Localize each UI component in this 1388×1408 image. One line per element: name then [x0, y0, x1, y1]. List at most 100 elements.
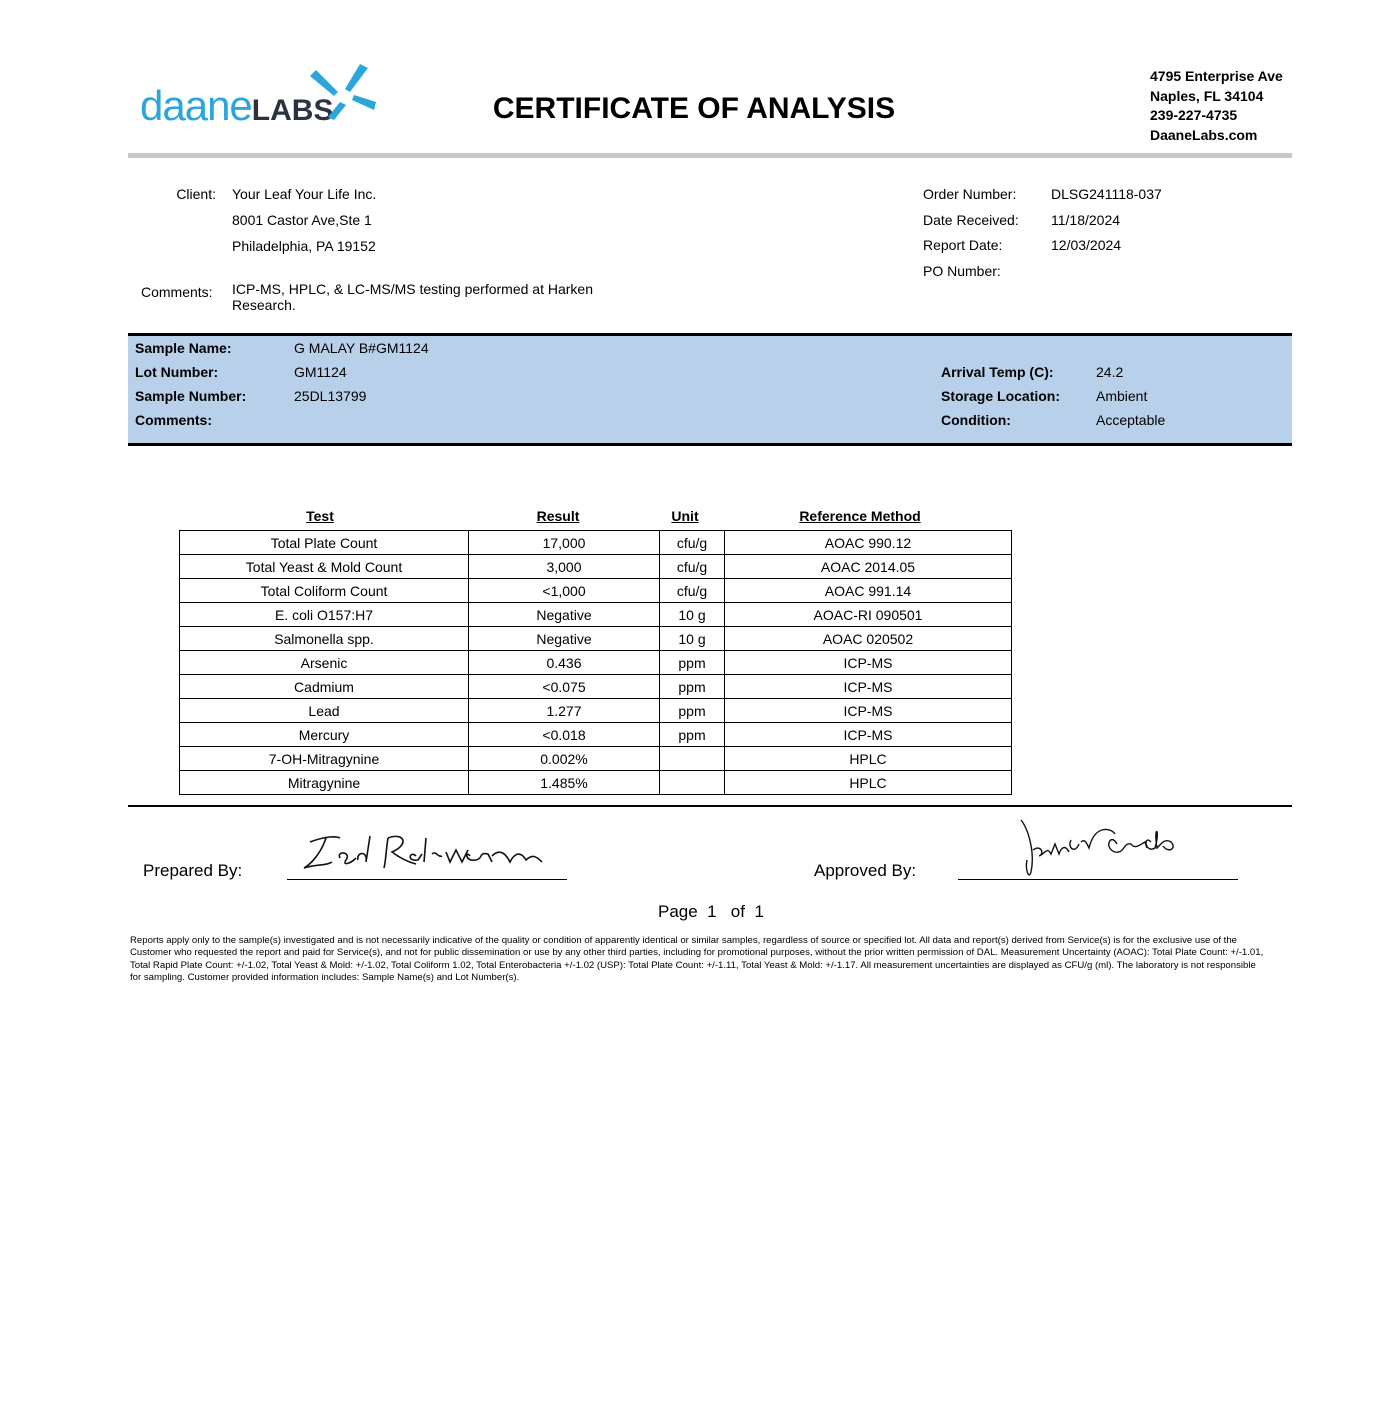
- table-cell: 0.002%: [468, 746, 660, 771]
- logo: daaneLABS: [140, 82, 333, 130]
- approved-signature: [1020, 819, 1174, 876]
- prepared-signature: [303, 835, 543, 869]
- table-row: Salmonella spp. Negative 10 g AOAC 020502: [179, 626, 1012, 651]
- sample-value: GM1124: [294, 364, 347, 380]
- table-cell: 7-OH-Mitragynine: [179, 746, 469, 771]
- table-cell: Negative: [468, 626, 660, 651]
- client-line: 8001 Castor Ave,Ste 1: [232, 212, 372, 228]
- table-cell: E. coli O157:H7: [179, 602, 469, 627]
- prepared-label: Prepared By:: [143, 861, 243, 880]
- sample-label: Sample Number:: [135, 388, 247, 404]
- table-cell: ppm: [659, 650, 725, 675]
- table-cell: <0.075: [468, 674, 660, 699]
- table-cell: Salmonella spp.: [179, 626, 469, 651]
- page-of: of: [730, 902, 745, 921]
- approved-line: [958, 879, 1238, 880]
- order-value: 11/18/2024: [1051, 211, 1121, 228]
- column-header: Result: [536, 508, 580, 524]
- table-cell: 0.436: [468, 650, 660, 675]
- table-cell: ppm: [659, 698, 725, 723]
- address-line: DaaneLabs.com: [1150, 126, 1258, 143]
- order-value: 12/03/2024: [1051, 237, 1122, 253]
- table-cell: <1,000: [468, 578, 660, 603]
- table-row: E. coli O157:H7 Negative 10 g AOAC-RI 09050…: [179, 602, 1012, 627]
- page-total: 1: [754, 902, 764, 921]
- approved-label: Approved By:: [814, 861, 917, 880]
- table-cell: 10 g: [659, 602, 725, 627]
- table-row: Mitragynine 1.485% HPLC: [179, 770, 1012, 795]
- table-row: Total Coliform Count <1,000 cfu/g AOAC 991.…: [179, 578, 1012, 603]
- table-cell: 1.485%: [468, 770, 660, 795]
- sample-label: Condition:: [941, 412, 1011, 428]
- table-cell: ICP-MS: [724, 650, 1012, 675]
- table-cell: Lead: [179, 698, 469, 723]
- table-cell: AOAC 2014.05: [724, 554, 1012, 579]
- disclaimer: Reports apply only to the sample(s) inve…: [130, 935, 1264, 983]
- table-row: Mercury <0.018 ppm ICP-MS: [179, 722, 1012, 747]
- table-row: Arsenic 0.436 ppm ICP-MS: [179, 650, 1012, 675]
- sample-value: G MALAY B#GM1124: [294, 340, 429, 356]
- address-line: 239-227-4735: [1150, 107, 1238, 123]
- client-line: Your Leaf Your Life Inc.: [232, 186, 377, 202]
- table-cell: AOAC-RI 090501: [724, 602, 1012, 627]
- table-cell: AOAC 991.14: [724, 578, 1012, 603]
- table-cell: 10 g: [659, 626, 725, 651]
- table-cell: 3,000: [468, 554, 660, 579]
- page-number: Page 1 of 1: [658, 902, 764, 922]
- logo-main: daane: [140, 82, 253, 129]
- table-cell: Total Yeast & Mold Count: [179, 554, 469, 579]
- sample-label: Comments:: [135, 412, 213, 428]
- footer-rule: [128, 805, 1292, 807]
- results-table: Total Plate Count 17,000 cfu/g AOAC 990.12 T…: [179, 530, 1012, 795]
- table-cell: ICP-MS: [724, 674, 1012, 699]
- logo-accent: LABS: [251, 94, 334, 127]
- sample-label: Lot Number:: [135, 364, 219, 380]
- table-cell: Mercury: [179, 722, 469, 747]
- table-cell: HPLC: [724, 770, 1012, 795]
- sample-label: Sample Name:: [135, 340, 232, 356]
- table-cell: cfu/g: [659, 578, 725, 603]
- table-cell: ppm: [659, 674, 725, 699]
- table-cell: [659, 770, 725, 795]
- order-value: DLSG241118-037: [1051, 186, 1162, 202]
- table-cell: cfu/g: [659, 530, 725, 555]
- sample-value: 25DL13799: [294, 388, 367, 404]
- order-label: Date Received:: [923, 211, 1019, 228]
- table-row: Cadmium <0.075 ppm ICP-MS: [179, 674, 1012, 699]
- sample-value: Acceptable: [1096, 412, 1166, 428]
- table-row: 7-OH-Mitragynine 0.002% HPLC: [179, 746, 1012, 771]
- page-label: Page: [658, 902, 698, 921]
- column-header: Test: [306, 508, 334, 524]
- table-row: Total Yeast & Mold Count 3,000 cfu/g AOAC 2…: [179, 554, 1012, 579]
- client-label: Client:: [176, 186, 216, 202]
- header-rule: [128, 153, 1292, 158]
- table-cell: ICP-MS: [724, 722, 1012, 747]
- table-cell: 1.277: [468, 698, 660, 723]
- table-cell: AOAC 990.12: [724, 530, 1012, 555]
- table-cell: ICP-MS: [724, 698, 1012, 723]
- table-cell: Cadmium: [179, 674, 469, 699]
- table-cell: Arsenic: [179, 650, 469, 675]
- table-cell: Total Plate Count: [179, 530, 469, 555]
- table-cell: [659, 746, 725, 771]
- sample-value: Ambient: [1096, 388, 1148, 404]
- table-cell: 17,000: [468, 530, 660, 555]
- table-cell: Negative: [468, 602, 660, 627]
- table-cell: Total Coliform Count: [179, 578, 469, 603]
- order-label: Report Date:: [923, 237, 1003, 253]
- column-header: Reference Method: [799, 508, 921, 524]
- table-cell: ppm: [659, 722, 725, 747]
- table-cell: cfu/g: [659, 554, 725, 579]
- comments-label: Comments:: [141, 284, 213, 300]
- prepared-line: [287, 879, 567, 880]
- address-line: 4795 Enterprise Ave: [1150, 68, 1283, 84]
- sample-label: Storage Location:: [941, 388, 1061, 404]
- column-header: Unit: [671, 508, 699, 524]
- table-row: Total Plate Count 17,000 cfu/g AOAC 990.12: [179, 530, 1012, 555]
- table-row: Lead 1.277 ppm ICP-MS: [179, 698, 1012, 723]
- table-cell: HPLC: [724, 746, 1012, 771]
- address: 4795 Enterprise Ave Naples, FL 34104 239…: [1150, 67, 1283, 145]
- table-cell: AOAC 020502: [724, 626, 1012, 651]
- address-line: Naples, FL 34104: [1150, 87, 1264, 104]
